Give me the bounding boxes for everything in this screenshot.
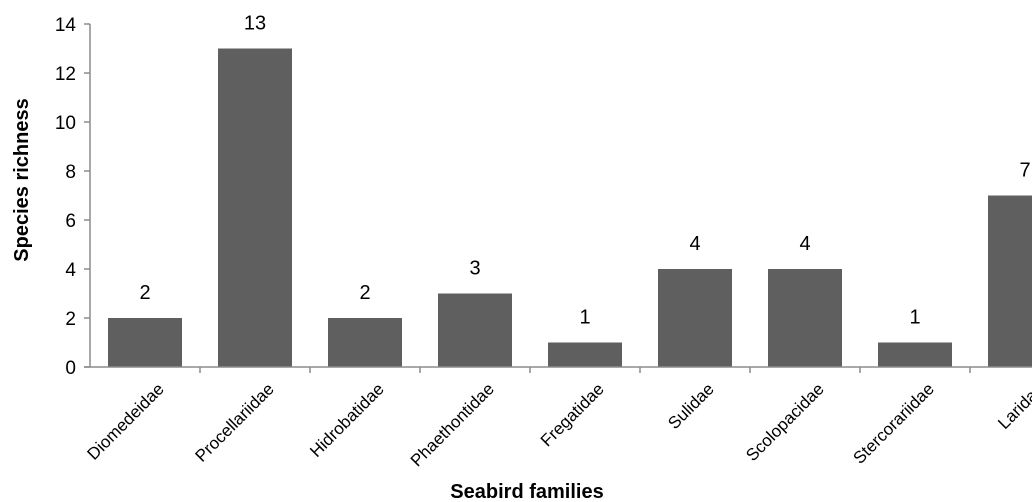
bar xyxy=(768,269,842,367)
y-tick-label: 0 xyxy=(65,358,76,379)
bar-value-label: 4 xyxy=(689,233,700,255)
bar-value-label: 2 xyxy=(359,282,370,304)
y-axis-title: Species richness xyxy=(11,98,33,261)
x-category-label: Sulidae xyxy=(664,379,718,433)
x-category-label: Stercorariidae xyxy=(850,379,938,467)
bar-value-label: 3 xyxy=(469,258,480,280)
bar xyxy=(988,195,1032,367)
bar-value-label: 4 xyxy=(799,233,810,255)
data-labels-group: 2 13 2 3 1 4 4 1 7 xyxy=(139,13,1030,329)
bar xyxy=(658,269,732,367)
bar xyxy=(878,342,952,367)
bar xyxy=(218,48,292,367)
y-tick-label: 14 xyxy=(55,15,77,36)
bar-value-label: 2 xyxy=(139,282,150,304)
y-tick-label: 12 xyxy=(55,64,76,85)
x-ticks-group: Diomedeidae Procellariidae Hidrobatidae Pha… xyxy=(84,367,1032,470)
x-axis-title: Seabird families xyxy=(450,481,603,502)
bar xyxy=(108,318,182,367)
x-category-label: Diomedeidae xyxy=(84,379,168,463)
x-category-label: Phaethontidae xyxy=(407,379,498,470)
x-category-label: Fregatidae xyxy=(537,379,608,450)
x-category-label: Hidrobatidae xyxy=(306,379,388,461)
y-tick-label: 8 xyxy=(65,162,76,183)
bar-value-label: 1 xyxy=(909,307,920,329)
bar-value-label: 7 xyxy=(1019,160,1030,182)
y-ticks-group: 0 2 4 6 8 10 12 14 xyxy=(55,15,90,379)
bar-value-label: 13 xyxy=(244,13,266,35)
bar-value-label: 1 xyxy=(579,307,590,329)
y-tick-label: 10 xyxy=(55,113,76,134)
x-category-label: Scolopacidae xyxy=(742,379,828,465)
bar xyxy=(438,293,512,367)
y-tick-label: 2 xyxy=(65,309,76,330)
x-category-label: Laridae xyxy=(994,379,1032,433)
x-category-label: Procellariidae xyxy=(192,379,278,465)
bar xyxy=(328,318,402,367)
bar xyxy=(548,342,622,367)
bars-group xyxy=(108,48,1032,367)
y-tick-label: 6 xyxy=(65,211,76,232)
y-tick-label: 4 xyxy=(65,260,76,281)
